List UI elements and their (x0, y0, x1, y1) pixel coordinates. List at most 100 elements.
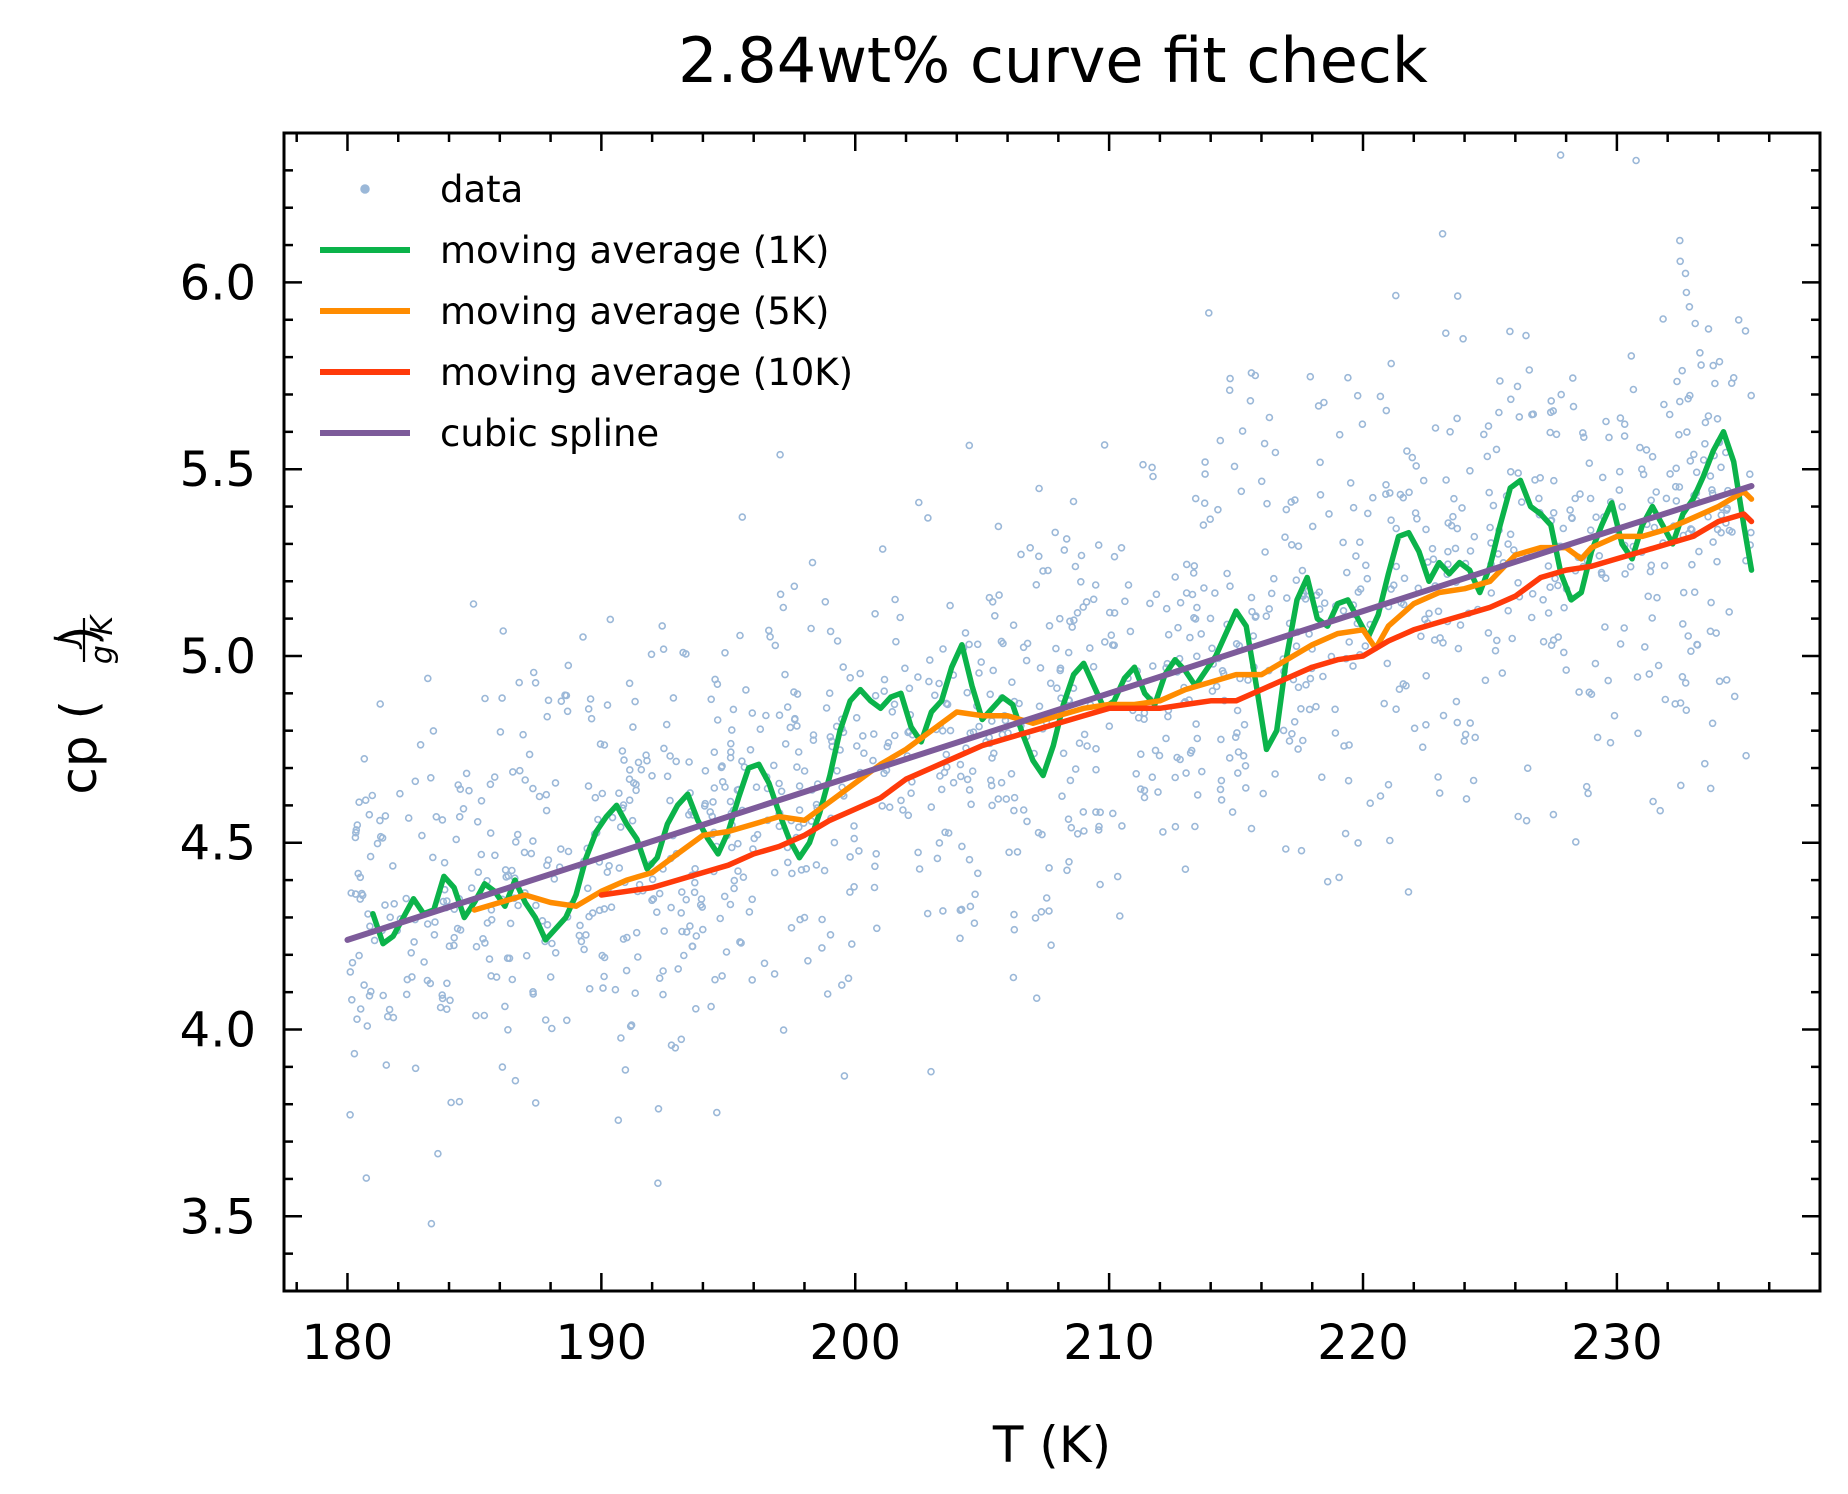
data-point (469, 600, 478, 608)
data-point (726, 739, 735, 748)
data-point (1675, 483, 1684, 491)
data-point (1679, 620, 1687, 628)
data-point (1297, 846, 1306, 855)
data-point (1522, 816, 1531, 825)
data-point (376, 816, 384, 825)
data-point (795, 782, 804, 790)
data-point (1077, 551, 1086, 560)
data-point (1579, 429, 1587, 437)
data-point (544, 856, 553, 864)
data-point (1636, 443, 1644, 452)
data-point (1380, 699, 1388, 708)
data-point (1400, 574, 1409, 583)
data-point (1403, 447, 1411, 455)
data-point (1110, 641, 1118, 650)
data-point (382, 1061, 391, 1069)
data-point (1335, 873, 1343, 882)
data-point (1312, 702, 1320, 711)
data-point (508, 768, 517, 776)
data-point (956, 772, 965, 781)
data-point (1559, 524, 1568, 533)
data-point (1110, 609, 1119, 617)
data-point (1513, 382, 1522, 391)
data-point (353, 821, 362, 829)
data-point (1493, 636, 1501, 645)
data-point (734, 839, 742, 848)
data-point (1246, 396, 1255, 405)
data-point (1471, 733, 1479, 742)
data-point (1323, 877, 1332, 886)
data-point (847, 940, 856, 948)
data-point (1704, 325, 1713, 333)
data-point (1434, 607, 1443, 616)
data-point (779, 1026, 788, 1034)
y-axis-label-suffix: ) (50, 625, 108, 645)
data-point (1446, 427, 1454, 436)
data-point (1647, 496, 1655, 505)
data-point (977, 658, 986, 666)
data-point (562, 691, 571, 700)
data-point (783, 703, 792, 711)
data-point (1586, 526, 1595, 535)
data-point (1067, 823, 1076, 832)
data-point (381, 901, 389, 909)
data-point (614, 1116, 623, 1124)
data-point (1442, 329, 1450, 338)
data-point (1571, 494, 1579, 503)
data-point (826, 627, 835, 636)
data-point (1595, 551, 1604, 560)
data-point (505, 954, 514, 963)
data-point (924, 514, 932, 522)
data-point (899, 806, 907, 814)
data-point (1136, 785, 1145, 793)
data-point (1418, 743, 1427, 752)
data-point (713, 680, 722, 689)
data-point (777, 787, 786, 796)
data-point (480, 1011, 489, 1020)
data-point (1404, 888, 1413, 896)
data-point (659, 967, 667, 975)
legend-label: moving average (5K) (440, 290, 829, 333)
data-point (1066, 617, 1074, 626)
data-point (701, 766, 710, 775)
data-point (529, 784, 537, 793)
data-point (781, 740, 790, 748)
data-point (966, 902, 975, 911)
data-point (1065, 857, 1073, 866)
data-point (1046, 679, 1055, 688)
data-point (1148, 773, 1157, 782)
data-point (1747, 391, 1755, 400)
data-point (1584, 789, 1592, 798)
data-point (1345, 741, 1353, 749)
data-point (1225, 754, 1234, 762)
data-point (1523, 764, 1532, 773)
data-point (888, 707, 897, 716)
data-point (850, 882, 858, 891)
data-point (1297, 704, 1305, 713)
data-point (775, 779, 783, 788)
data-point (855, 847, 863, 855)
data-point (1711, 379, 1719, 388)
data-point (1218, 666, 1227, 675)
data-point (1285, 737, 1294, 745)
data-point (1387, 585, 1395, 593)
data-point (890, 700, 899, 709)
data-point (745, 908, 754, 916)
data-point (840, 1072, 849, 1080)
data-point (1562, 666, 1570, 674)
data-point (515, 766, 524, 775)
data-point (1469, 776, 1478, 785)
data-point (973, 640, 982, 649)
data-point (878, 545, 887, 553)
data-point (1392, 291, 1400, 300)
data-point (1010, 806, 1018, 815)
y-tick-label: 4.5 (180, 816, 256, 872)
data-point (579, 633, 587, 641)
data-point (674, 965, 683, 973)
data-point (1725, 608, 1733, 616)
data-point (1598, 473, 1607, 482)
data-point (611, 985, 620, 994)
data-point (760, 959, 769, 968)
data-point (1036, 664, 1045, 672)
data-point (527, 849, 536, 858)
